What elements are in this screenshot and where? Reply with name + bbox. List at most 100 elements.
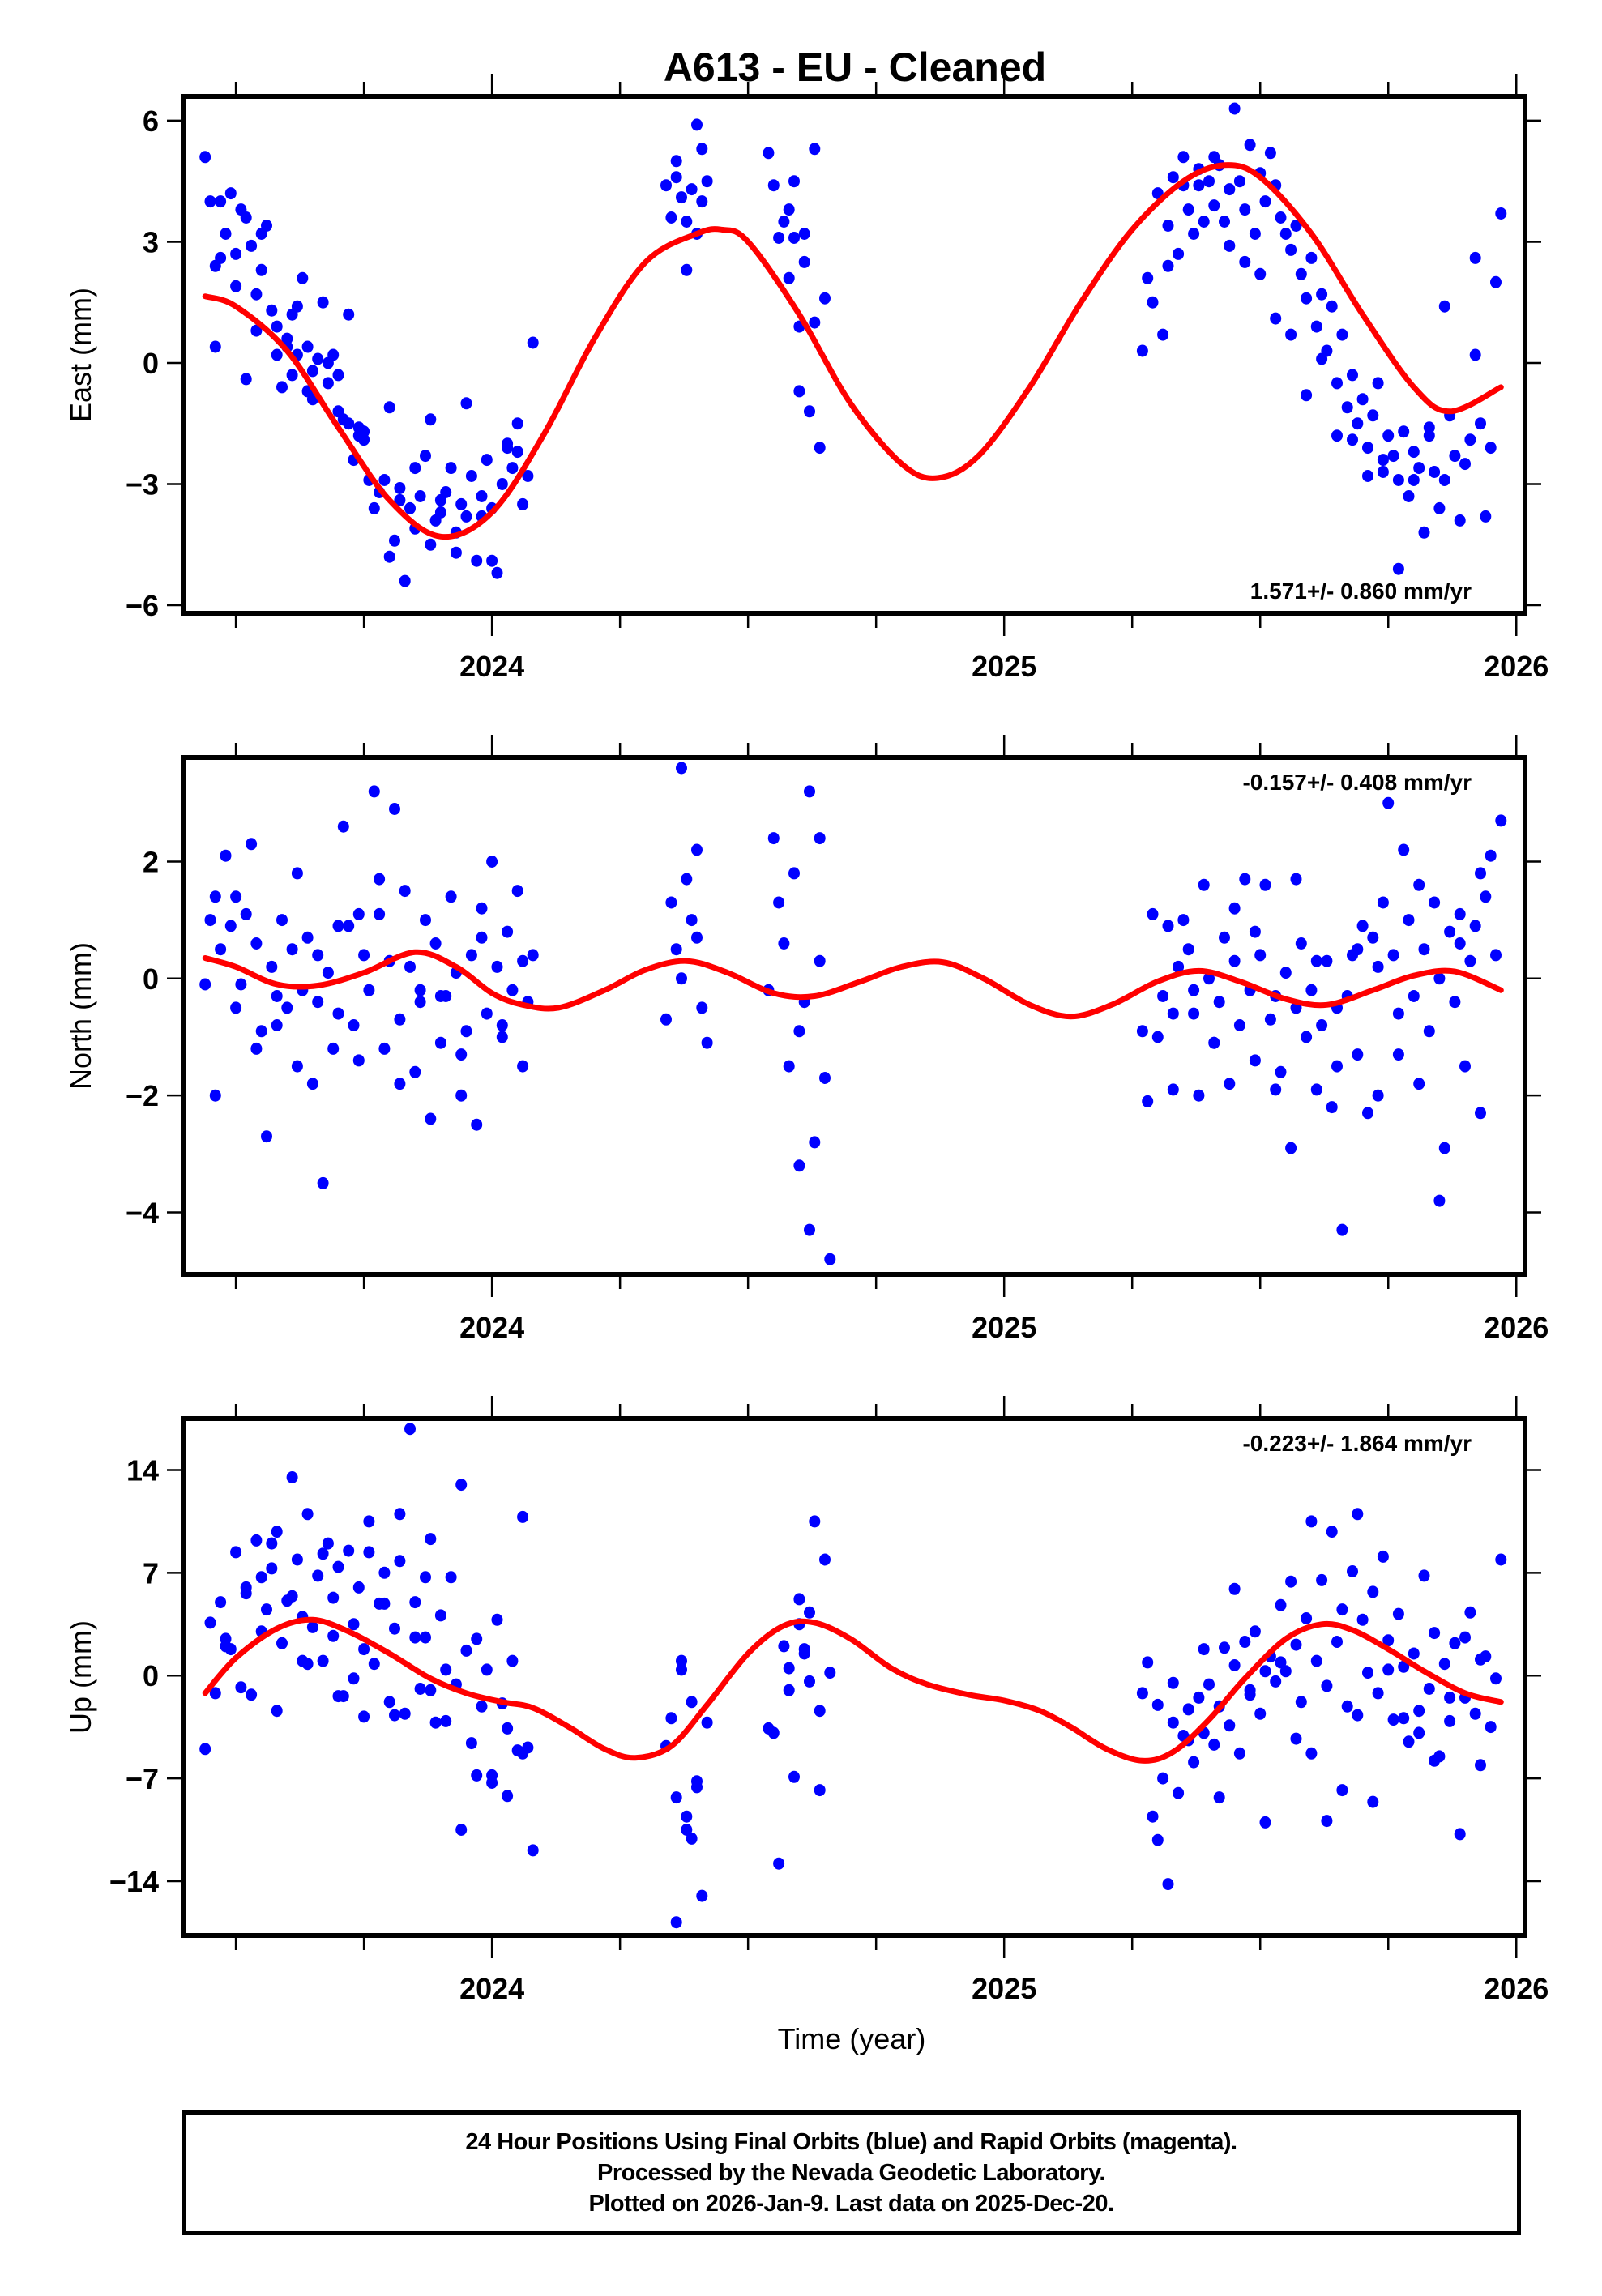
north-data-point: [1188, 1007, 1200, 1020]
north-data-point: [1485, 849, 1497, 862]
north-data-point: [1259, 878, 1271, 891]
east-data-point: [1418, 526, 1430, 539]
up-data-point: [209, 1687, 221, 1700]
up-data-point: [1336, 1603, 1348, 1616]
north-data-point: [696, 1001, 708, 1014]
east-data-point: [1147, 296, 1159, 309]
north-data-point: [1188, 984, 1200, 996]
up-data-point: [352, 1581, 365, 1594]
up-panel: 14 7 0 −7 −14 2024 2025 2026 Up (mm) Time (year) -…: [64, 1396, 1549, 2055]
east-data-point: [1372, 377, 1384, 390]
north-data-point: [783, 1060, 795, 1073]
north-plot-frame: [181, 755, 1527, 1277]
east-data-point: [1408, 474, 1420, 486]
up-data-point: [1219, 1641, 1230, 1654]
up-data-point: [1444, 1691, 1456, 1704]
north-data-point: [1444, 925, 1456, 938]
north-data-point: [230, 890, 242, 903]
east-data-point: [809, 316, 821, 329]
north-xtick-label: 2026: [1484, 1311, 1549, 1344]
up-data-point: [527, 1844, 539, 1857]
east-data-point: [778, 216, 790, 228]
north-data-point: [301, 931, 314, 944]
up-data-point: [686, 1832, 698, 1845]
east-data-point: [681, 216, 693, 228]
north-data-point: [1233, 1019, 1245, 1031]
east-data-point: [414, 490, 426, 502]
up-data-point: [517, 1510, 529, 1523]
up-data-point: [1352, 1508, 1364, 1521]
up-data-point: [1382, 1634, 1395, 1647]
north-data-point: [1193, 1089, 1205, 1102]
north-data-point: [374, 907, 386, 920]
east-data-point: [1290, 220, 1302, 232]
up-data-point: [783, 1662, 795, 1675]
east-data-point: [1193, 179, 1205, 192]
up-data-point: [1285, 1575, 1297, 1588]
north-data-point: [1454, 937, 1466, 950]
north-ytick-label: 0: [143, 962, 159, 996]
east-data-point: [1331, 377, 1343, 390]
east-data-point: [1454, 514, 1466, 527]
east-data-point: [1316, 352, 1328, 365]
up-data-point: [327, 1629, 340, 1642]
east-data-point: [250, 324, 263, 337]
north-data-point: [332, 1007, 344, 1020]
up-data-point: [1485, 1721, 1497, 1734]
north-data-point: [255, 1025, 267, 1038]
north-data-point: [824, 1253, 836, 1265]
east-ytick-label: 3: [143, 225, 159, 258]
up-data-point: [409, 1631, 421, 1644]
up-ytick-label: 14: [126, 1453, 159, 1487]
up-data-point: [701, 1716, 713, 1729]
figure-title: A613 - EU - Cleaned: [664, 45, 1046, 90]
east-data-point: [312, 352, 324, 365]
north-panel: 2 0 −2 −4 2024 2025 2026 North (mm) -0.157+/- 0.…: [64, 735, 1549, 1344]
north-data-point: [291, 867, 303, 880]
up-data-point: [1147, 1810, 1159, 1823]
north-data-point: [1372, 1089, 1384, 1102]
up-data-point: [1398, 1660, 1410, 1673]
up-data-point: [301, 1508, 314, 1521]
east-ytick-label: 6: [143, 105, 159, 138]
north-data-point: [429, 937, 442, 950]
up-xlabel: Time (year): [778, 2022, 926, 2055]
north-data-point: [1475, 1107, 1486, 1120]
east-data-point: [1264, 147, 1276, 160]
up-points-group: [199, 1423, 1507, 1929]
east-data-point: [1362, 470, 1373, 482]
north-data-point: [1239, 873, 1251, 886]
up-data-point: [291, 1553, 303, 1566]
up-data-point: [250, 1534, 263, 1547]
up-data-point: [517, 1747, 529, 1760]
east-data-point: [798, 228, 810, 240]
up-data-point: [819, 1553, 831, 1566]
east-data-point: [240, 373, 252, 386]
up-data-point: [814, 1705, 826, 1718]
up-data-point: [332, 1690, 344, 1703]
east-data-point: [517, 497, 529, 510]
up-data-point: [1423, 1683, 1435, 1695]
north-data-point: [1495, 814, 1507, 827]
north-data-point: [1305, 984, 1318, 996]
up-data-point: [1341, 1700, 1353, 1713]
east-data-point: [481, 454, 493, 467]
east-data-point: [1475, 417, 1486, 430]
north-data-point: [291, 1060, 303, 1073]
east-xtick-label: 2025: [972, 650, 1036, 683]
east-data-point: [783, 271, 795, 284]
up-data-point: [1321, 1815, 1333, 1828]
footer-line-plot-date: Plotted on 2026-Jan-9. Last data on 2025…: [588, 2191, 1114, 2217]
north-data-point: [394, 1078, 406, 1090]
east-data-point: [246, 239, 258, 252]
north-data-point: [220, 849, 232, 862]
up-data-point: [322, 1537, 334, 1550]
east-data-point: [1224, 183, 1236, 196]
up-data-point: [1305, 1515, 1318, 1528]
east-data-point: [701, 175, 713, 188]
up-data-point: [1449, 1637, 1461, 1649]
east-data-point: [266, 304, 278, 317]
north-data-point: [814, 954, 826, 967]
up-ytick-label: −7: [126, 1762, 159, 1795]
up-data-point: [1454, 1828, 1466, 1841]
